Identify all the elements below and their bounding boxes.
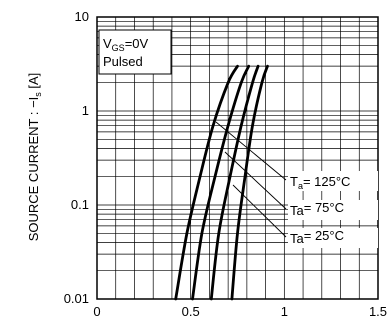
annotation-ta-25: Ta= 25°C: [290, 228, 344, 246]
conditions-line-1: VGS=0V: [103, 36, 149, 53]
svg-text:SOURCE CURRENT : −Is [A]: SOURCE CURRENT : −Is [A]: [26, 73, 43, 242]
conditions-line-2: Pulsed: [103, 54, 143, 69]
conditions-box-background: [98, 29, 172, 75]
x-tick-label: 1: [281, 304, 288, 319]
y-tick-label: 10: [75, 9, 89, 24]
leader-line-125: [215, 121, 287, 181]
annotation-1-subscript: a: [298, 181, 303, 191]
tick-labels: 10 1 0.1 0.01 0 0.5 1 1.5: [64, 9, 387, 319]
annotation-2-rest: = 75°C: [304, 200, 344, 215]
conditions-vgs: V: [103, 36, 112, 51]
conditions-box: VGS=0V Pulsed: [98, 29, 172, 75]
series-curve-4: [230, 64, 269, 301]
annotation-3-background: [288, 228, 378, 248]
conditions-vgs-subscript: GS: [112, 43, 125, 53]
x-tick-label: 0.5: [182, 304, 200, 319]
y-tick-label: 0.1: [71, 197, 89, 212]
annotation-ta-125: Ta= 125°C: [290, 174, 350, 191]
series-curve-3: [209, 64, 260, 301]
leader-line-75: [224, 151, 287, 210]
x-tick-label: 0: [93, 304, 100, 319]
y-axis-title-subscript: s: [33, 92, 43, 97]
y-axis-title: SOURCE CURRENT : −Is [A]: [26, 73, 43, 242]
series-curve-2: [191, 64, 251, 301]
series-layer: [174, 64, 269, 301]
annotation-3-rest: = 25°C: [304, 228, 344, 243]
annotation-1-main: T: [290, 174, 298, 189]
annotation-1-background: [288, 171, 378, 191]
y-tick-label: 0.01: [64, 291, 89, 306]
conditions-vgs-value: =0V: [125, 36, 149, 51]
y-tick-label: 1: [82, 103, 89, 118]
plot-frame: [96, 16, 379, 300]
y-axis-title-unit: [A]: [26, 73, 41, 93]
temperature-annotations: Ta= 125°C Ta= 75°C Ta= 25°C: [215, 121, 378, 248]
annotation-2-background: [288, 200, 378, 220]
annotation-3-main: Ta: [290, 231, 305, 246]
y-axis-title-main: SOURCE CURRENT : −I: [26, 97, 41, 242]
annotation-2-main: Ta: [290, 203, 305, 218]
annotation-ta-75: Ta= 75°C: [290, 200, 344, 218]
x-tick-label: 1.5: [369, 304, 387, 319]
leader-line-25: [232, 184, 287, 238]
annotation-1-rest: = 125°C: [303, 174, 350, 189]
series-curve-1: [174, 64, 239, 301]
